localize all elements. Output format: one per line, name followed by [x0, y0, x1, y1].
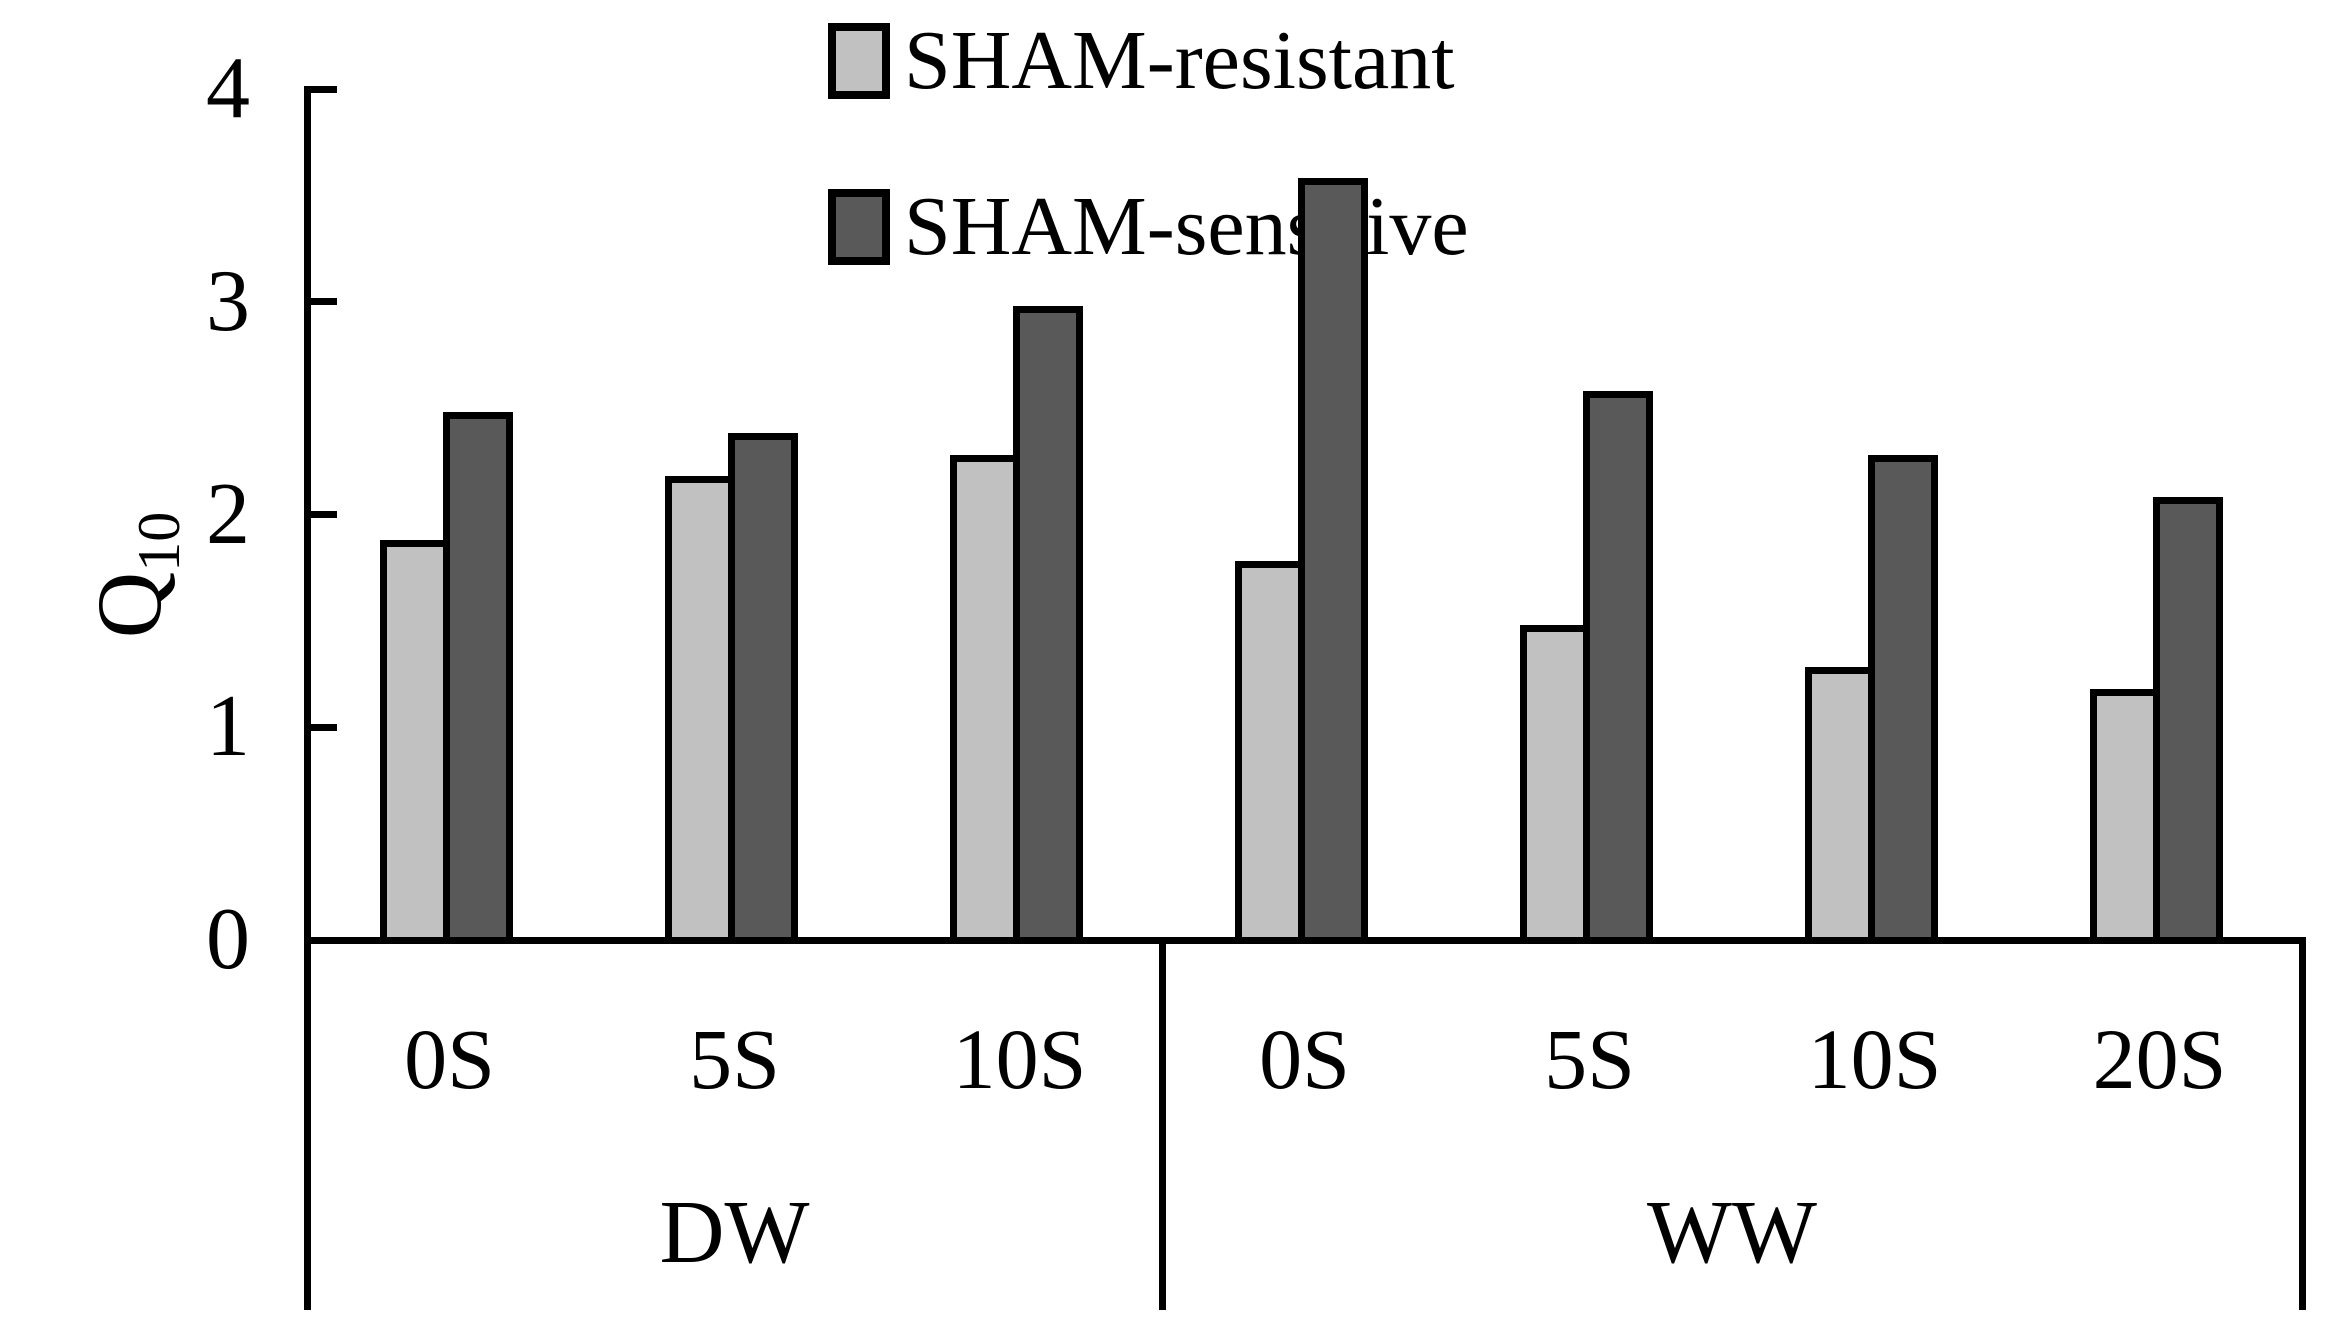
bar-resistant-3 — [1235, 560, 1305, 944]
category-label-5: 10S — [1807, 1011, 1942, 1107]
y-axis-title-main: Q — [77, 571, 180, 639]
bar-sensitive-0 — [443, 411, 513, 944]
legend-label-resistant: SHAM-resistant — [904, 14, 1455, 107]
y-tick-label-3: 3 — [206, 252, 250, 350]
y-tick-label-4: 4 — [206, 40, 250, 137]
bar-resistant-2 — [950, 454, 1020, 944]
legend-swatch-sensitive — [828, 189, 890, 265]
group-label-WW: WW — [1647, 1183, 1817, 1282]
bar-sensitive-1 — [728, 432, 798, 944]
group-label-DW: DW — [659, 1183, 810, 1282]
bar-resistant-5 — [1805, 666, 1875, 944]
legend-item-resistant: SHAM-resistant — [828, 16, 1469, 106]
legend: SHAM-resistant SHAM-sensitive — [828, 16, 1469, 272]
legend-label-sensitive: SHAM-sensitive — [904, 180, 1469, 273]
y-axis-line — [303, 85, 311, 1310]
bar-resistant-0 — [380, 539, 450, 944]
y-tick-label-1: 1 — [206, 678, 250, 776]
y-tick-label-0: 0 — [206, 891, 250, 988]
category-label-3: 0S — [1259, 1011, 1350, 1107]
category-label-0: 0S — [404, 1011, 495, 1107]
group-divider-0 — [1158, 940, 1166, 1310]
legend-swatch-resistant — [828, 23, 890, 99]
y-tick-label-2: 2 — [206, 465, 250, 563]
category-label-1: 5S — [689, 1011, 780, 1107]
y-tick-2 — [307, 511, 337, 518]
category-label-6: 20S — [2092, 1011, 2227, 1107]
category-label-4: 5S — [1544, 1011, 1635, 1107]
bar-sensitive-2 — [1013, 305, 1083, 944]
bar-sensitive-3 — [1298, 177, 1368, 944]
category-label-2: 10S — [952, 1011, 1087, 1107]
y-tick-1 — [307, 723, 337, 731]
bar-sensitive-4 — [1583, 390, 1653, 944]
bar-resistant-4 — [1520, 624, 1590, 944]
legend-item-sensitive: SHAM-sensitive — [828, 182, 1469, 272]
bar-sensitive-5 — [1868, 454, 1938, 944]
group-divider-1 — [2298, 940, 2306, 1310]
bar-resistant-1 — [665, 475, 735, 944]
bar-resistant-6 — [2090, 688, 2160, 944]
y-tick-3 — [307, 298, 337, 306]
y-tick-4 — [307, 85, 337, 93]
bar-sensitive-6 — [2153, 496, 2223, 944]
